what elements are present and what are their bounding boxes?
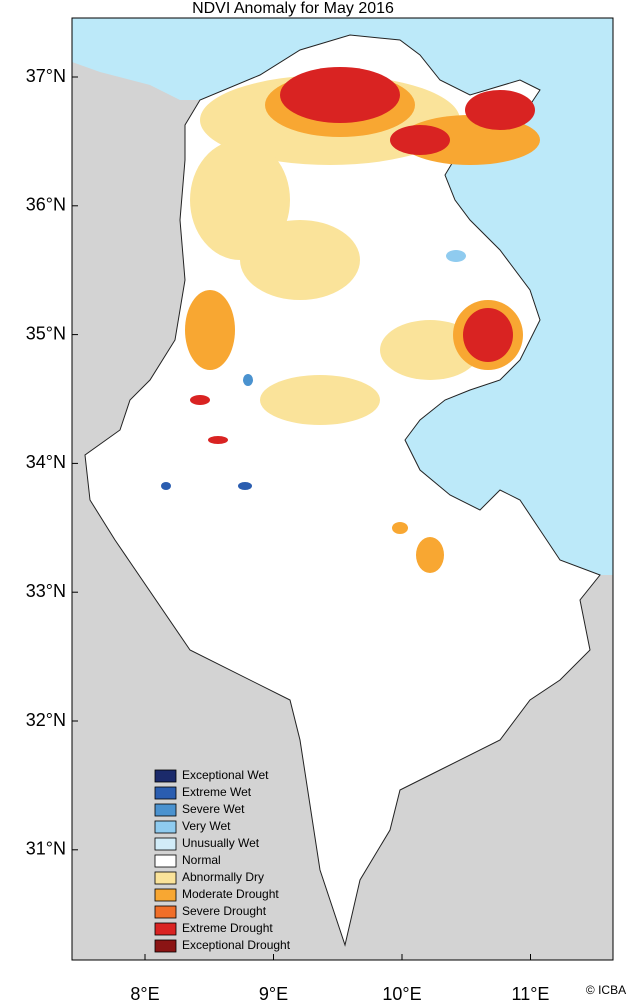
legend-swatch <box>154 820 177 834</box>
x-tick-label: 10°E <box>382 984 421 1004</box>
legend-swatch <box>154 837 177 851</box>
x-tick-label: 11°E <box>512 984 550 1004</box>
legend-label: Unusually Wet <box>182 836 260 850</box>
y-tick-label: 37°N <box>26 66 66 86</box>
legend-label: Extreme Drought <box>182 921 273 935</box>
country-tunisia <box>84 34 601 947</box>
legend-label: Severe Drought <box>182 904 267 918</box>
map-area <box>72 18 613 960</box>
legend-swatch <box>154 854 177 868</box>
y-tick-label: 33°N <box>26 581 66 601</box>
legend-swatch <box>154 905 177 919</box>
legend-swatch <box>154 888 177 902</box>
anomaly-patches <box>161 67 540 573</box>
legend-swatch <box>154 939 177 953</box>
y-tick-label: 36°N <box>26 195 66 215</box>
legend-label: Normal <box>182 853 221 867</box>
y-tick-label: 35°N <box>26 323 66 343</box>
map-frame <box>71 17 614 961</box>
x-tick-label: 9°E <box>259 984 288 1004</box>
x-tick-label: 8°E <box>130 984 159 1004</box>
legend-label: Abnormally Dry <box>182 870 264 884</box>
legend-label: Exceptional Drought <box>182 938 291 952</box>
y-tick-label: 32°N <box>26 710 66 730</box>
y-tick-label: 34°N <box>26 452 66 472</box>
legend-label: Very Wet <box>182 819 231 833</box>
credit: © ICBA <box>586 983 626 997</box>
legend-label: Extreme Wet <box>182 785 252 799</box>
legend-swatch <box>154 769 177 783</box>
legend-label: Exceptional Wet <box>182 768 269 782</box>
legend-swatch <box>154 871 177 885</box>
legend-swatch <box>154 922 177 936</box>
y-tick-label: 31°N <box>26 839 66 859</box>
legend-swatch <box>154 803 177 817</box>
legend-label: Severe Wet <box>182 802 245 816</box>
legend-label: Moderate Drought <box>182 887 279 901</box>
map-title: NDVI Anomaly for May 2016 <box>192 0 394 17</box>
legend-swatch <box>154 786 177 800</box>
